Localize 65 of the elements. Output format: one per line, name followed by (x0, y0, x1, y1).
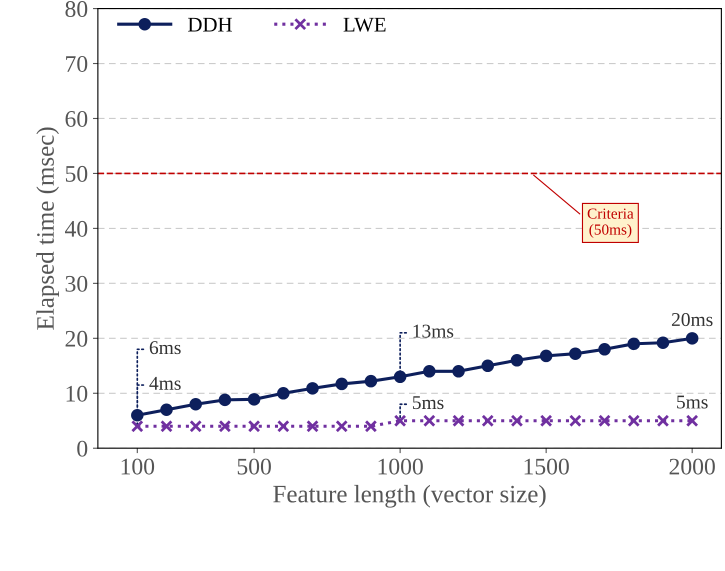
y-tick-label: 20 (66, 330, 88, 347)
point (131, 409, 144, 422)
y-tick-label: 50 (66, 166, 88, 182)
y-tick-label: 60 (66, 110, 88, 127)
y-tick-label: 40 (65, 220, 88, 237)
point (335, 420, 348, 433)
point (218, 420, 232, 433)
annotation: 4ms (149, 376, 181, 390)
point (540, 350, 552, 362)
point (335, 378, 348, 390)
point (131, 420, 144, 433)
point (364, 420, 378, 433)
legend-label: DDH (188, 18, 232, 32)
annotation: 20ms (672, 313, 713, 326)
annotation: 5ms (677, 396, 708, 409)
point (364, 374, 378, 388)
annotation: 5ms (412, 396, 444, 410)
point (628, 414, 640, 428)
point (218, 394, 232, 406)
point (656, 414, 670, 428)
x-tick-label: 2000 (670, 458, 715, 475)
point (540, 414, 552, 428)
point (160, 404, 173, 416)
point (306, 382, 319, 395)
point (394, 414, 406, 428)
y-axis-title: Elapsed time (msec) (36, 127, 59, 330)
point (277, 387, 290, 400)
y-tick-label: 70 (66, 56, 88, 72)
y-tick-label: 0 (77, 440, 88, 457)
point (481, 414, 494, 428)
point (277, 420, 290, 433)
y-tick-label: 30 (66, 276, 88, 292)
annotation: 6ms (150, 341, 181, 354)
point (248, 393, 260, 406)
point (569, 414, 582, 428)
point (686, 414, 698, 428)
point (248, 420, 260, 433)
annotation: 13ms (414, 324, 454, 338)
point (452, 365, 465, 378)
point (656, 336, 670, 349)
point (481, 360, 494, 372)
point (423, 365, 436, 378)
point (452, 414, 465, 428)
legend-label: LWE (344, 18, 386, 32)
x-tick-label: 100 (122, 458, 154, 475)
point (189, 398, 202, 411)
x-tick-label: 1000 (378, 458, 423, 475)
point (510, 354, 524, 367)
point (394, 370, 406, 384)
x-tick-label: 1500 (524, 458, 569, 475)
y-tick-label: 80 (65, 1, 88, 17)
ref-line-label: Criteria (50ms) (588, 208, 634, 238)
y-tick-label: 10 (66, 386, 88, 402)
point (510, 414, 524, 428)
point (306, 420, 319, 433)
x-axis-title: Feature length (vector size) (273, 484, 546, 508)
point (598, 414, 611, 428)
point (598, 343, 611, 356)
point (628, 338, 640, 350)
point (686, 332, 698, 345)
point (569, 347, 582, 360)
x-tick-label: 500 (238, 458, 271, 475)
point (160, 420, 173, 433)
point (189, 420, 202, 433)
point (423, 414, 436, 428)
